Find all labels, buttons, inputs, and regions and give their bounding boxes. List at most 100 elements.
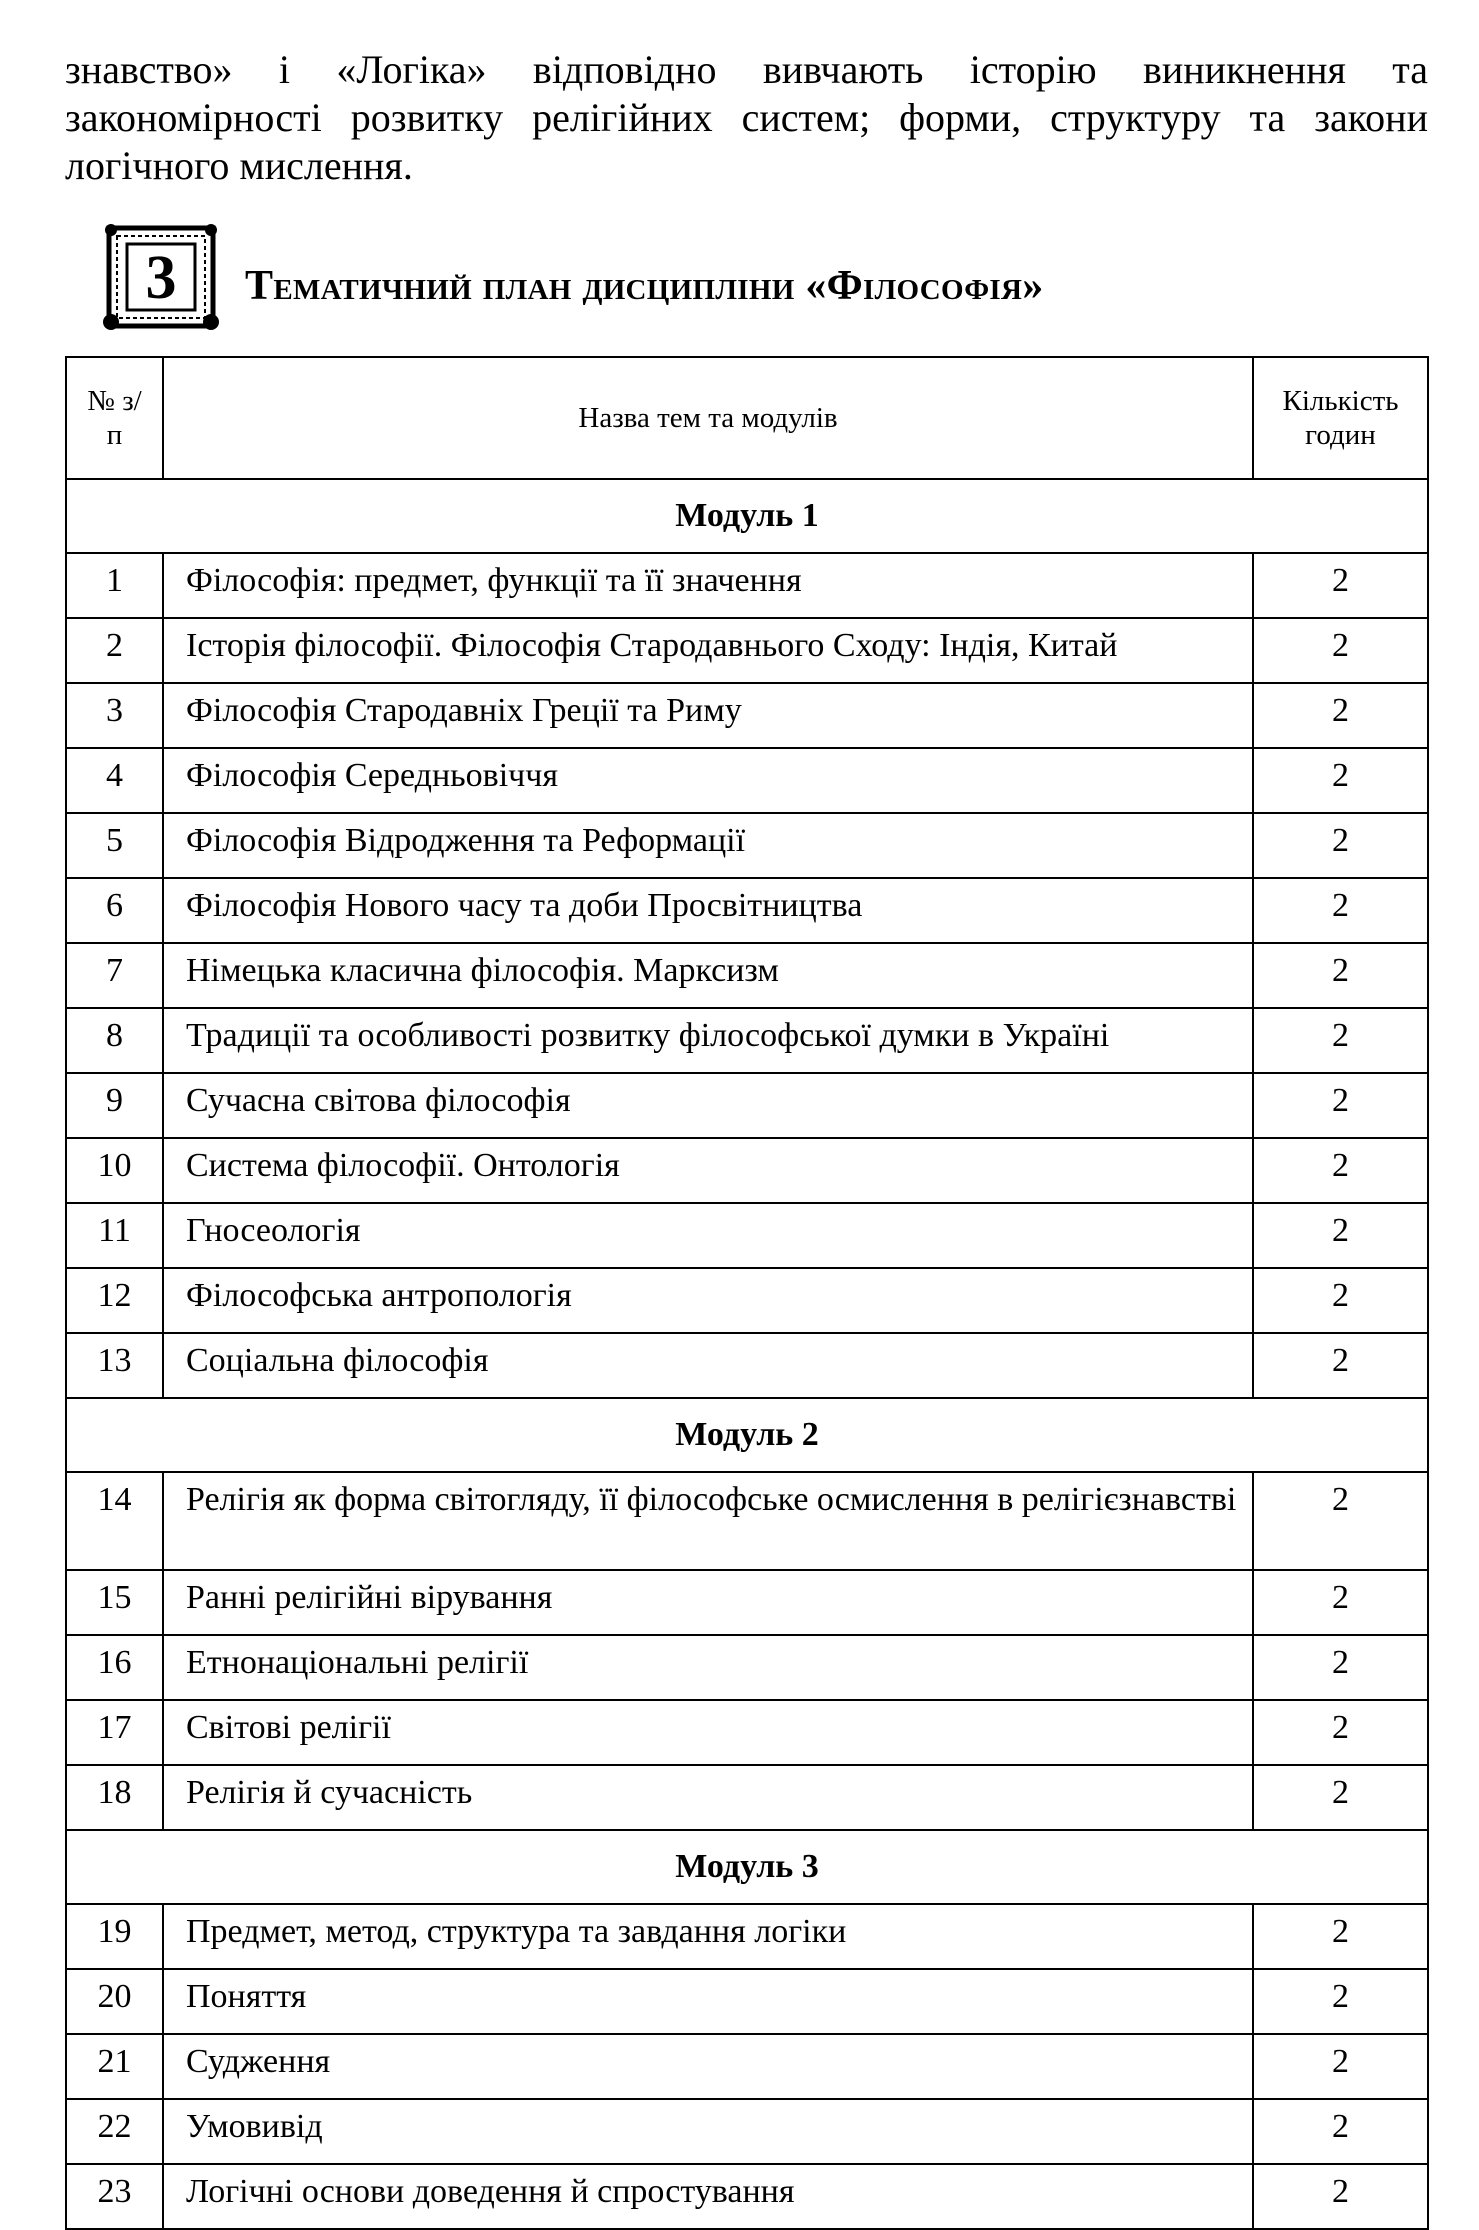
intro-paragraph: знавство» і «Логіка» відповідно вивчають… (65, 47, 1428, 188)
table-row: 3 Філософія Стародавніх Греції та Риму 2 (65, 682, 1429, 749)
table-row: 16 Етнонаціональні релігії 2 (65, 1634, 1429, 1701)
row-number: 16 (65, 1634, 164, 1701)
row-number: 1 (65, 552, 164, 619)
table-row: 20 Поняття 2 (65, 1968, 1429, 2035)
row-number: 21 (65, 2033, 164, 2100)
row-number: 22 (65, 2098, 164, 2165)
table-row: 15 Ранні релігійні вірування 2 (65, 1569, 1429, 1636)
row-number: 4 (65, 747, 164, 814)
row-hours: 2 (1252, 2163, 1429, 2230)
table-row: 14 Релігія як форма світогляду, її філосо… (65, 1471, 1429, 1571)
table-row: 19 Предмет, метод, структура та завдання … (65, 1903, 1429, 1970)
table-row: 13 Соціальна філософія 2 (65, 1332, 1429, 1399)
header-number: № з/п (65, 356, 164, 480)
header-name: Назва тем та модулів (162, 356, 1254, 480)
table-row: 6 Філософія Нового часу та доби Просвітни… (65, 877, 1429, 944)
row-number: 8 (65, 1007, 164, 1074)
row-hours: 2 (1252, 1332, 1429, 1399)
row-topic: Гносеологія (162, 1202, 1254, 1269)
module-title: Модуль 1 (65, 478, 1429, 554)
row-topic: Ранні релігійні вірування (162, 1569, 1254, 1636)
row-hours: 2 (1252, 1634, 1429, 1701)
section-number: 3 (146, 244, 177, 312)
row-topic: Традиції та особливості розвитку філософ… (162, 1007, 1254, 1074)
row-topic: Релігія як форма світогляду, її філософс… (162, 1471, 1254, 1571)
table-row: 7 Німецька класична філософія. Марксизм 2 (65, 942, 1429, 1009)
row-hours: 2 (1252, 1968, 1429, 2035)
module-row: Модуль 3 (65, 1829, 1429, 1905)
table-row: 8 Традиції та особливості розвитку філосо… (65, 1007, 1429, 1074)
header-hours: Кількість годин (1252, 356, 1429, 480)
row-topic: Логічні основи доведення й спростування (162, 2163, 1254, 2230)
row-topic: Предмет, метод, структура та завдання ло… (162, 1903, 1254, 1970)
row-hours: 2 (1252, 877, 1429, 944)
row-number: 10 (65, 1137, 164, 1204)
row-hours: 2 (1252, 1007, 1429, 1074)
row-topic: Поняття (162, 1968, 1254, 2035)
row-hours: 2 (1252, 682, 1429, 749)
row-topic: Система філософії. Онтологія (162, 1137, 1254, 1204)
row-number: 23 (65, 2163, 164, 2230)
row-topic: Філософія Нового часу та доби Просвітниц… (162, 877, 1254, 944)
row-number: 14 (65, 1471, 164, 1571)
row-number: 17 (65, 1699, 164, 1766)
module-row: Модуль 2 (65, 1397, 1429, 1473)
row-hours: 2 (1252, 812, 1429, 879)
row-number: 19 (65, 1903, 164, 1970)
row-number: 18 (65, 1764, 164, 1831)
table-row: 9 Сучасна світова філософія 2 (65, 1072, 1429, 1139)
row-number: 7 (65, 942, 164, 1009)
row-hours: 2 (1252, 2098, 1429, 2165)
row-number: 20 (65, 1968, 164, 2035)
table-row: 2 Історія філософії. Філософія Стародавнь… (65, 617, 1429, 684)
row-hours: 2 (1252, 1903, 1429, 1970)
row-number: 11 (65, 1202, 164, 1269)
table-row: 23 Логічні основи доведення й спростуванн… (65, 2163, 1429, 2230)
row-number: 5 (65, 812, 164, 879)
row-hours: 2 (1252, 1699, 1429, 1766)
table-row: 4 Філософія Середньовіччя 2 (65, 747, 1429, 814)
row-topic: Сучасна світова філософія (162, 1072, 1254, 1139)
row-hours: 2 (1252, 1072, 1429, 1139)
module-row: Модуль 1 (65, 478, 1429, 554)
row-number: 15 (65, 1569, 164, 1636)
table-row: 18 Релігія й сучасність 2 (65, 1764, 1429, 1831)
row-number: 6 (65, 877, 164, 944)
row-topic: Історія філософії. Філософія Стародавньо… (162, 617, 1254, 684)
row-topic: Філософія Стародавніх Греції та Риму (162, 682, 1254, 749)
table-row: 11 Гносеологія 2 (65, 1202, 1429, 1269)
table-row: 5 Філософія Відродження та Реформації 2 (65, 812, 1429, 879)
row-hours: 2 (1252, 1267, 1429, 1334)
module-title: Модуль 3 (65, 1829, 1429, 1905)
row-hours: 2 (1252, 552, 1429, 619)
row-hours: 2 (1252, 1471, 1429, 1571)
row-hours: 2 (1252, 747, 1429, 814)
row-hours: 2 (1252, 2033, 1429, 2100)
row-hours: 2 (1252, 1569, 1429, 1636)
ornamental-section-emblem-icon: 3 (103, 224, 219, 330)
row-number: 2 (65, 617, 164, 684)
row-topic: Філософія Відродження та Реформації (162, 812, 1254, 879)
table-row: 12 Філософська антропологія 2 (65, 1267, 1429, 1334)
table-row: 1 Філософія: предмет, функції та її значе… (65, 552, 1429, 619)
row-hours: 2 (1252, 1137, 1429, 1204)
row-number: 12 (65, 1267, 164, 1334)
table-row: 21 Судження 2 (65, 2033, 1429, 2100)
row-topic: Соціальна філософія (162, 1332, 1254, 1399)
thematic-plan-table: № з/п Назва тем та модулів Кількість год… (65, 356, 1429, 2230)
section-title: Тематичний план дисципліни «Філософія» (245, 263, 1044, 309)
row-topic: Філософія Середньовіччя (162, 747, 1254, 814)
row-topic: Судження (162, 2033, 1254, 2100)
row-topic: Світові релігії (162, 1699, 1254, 1766)
row-topic: Філософія: предмет, функції та її значен… (162, 552, 1254, 619)
table-row: 10 Система філософії. Онтологія 2 (65, 1137, 1429, 1204)
row-topic: Умовивід (162, 2098, 1254, 2165)
row-hours: 2 (1252, 1764, 1429, 1831)
row-topic: Філософська антропологія (162, 1267, 1254, 1334)
row-topic: Етнонаціональні релігії (162, 1634, 1254, 1701)
row-hours: 2 (1252, 942, 1429, 1009)
table-row: 22 Умовивід 2 (65, 2098, 1429, 2165)
row-hours: 2 (1252, 1202, 1429, 1269)
row-number: 3 (65, 682, 164, 749)
table-header-row: № з/п Назва тем та модулів Кількість год… (65, 356, 1429, 480)
